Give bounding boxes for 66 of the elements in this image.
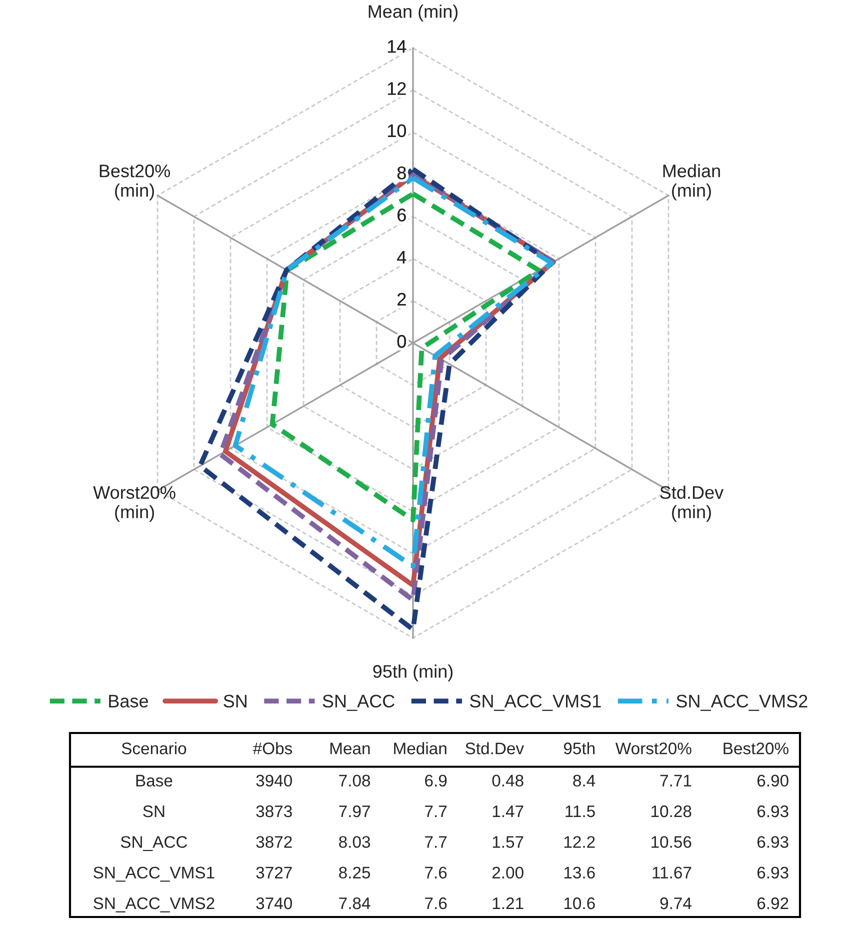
text: 3940 [256, 774, 292, 787]
text: 6.93 [757, 866, 788, 879]
category-label: SN [143, 805, 164, 818]
category-label: Mean [330, 742, 370, 754]
text: 8.25 [339, 866, 370, 879]
text: 3740 [256, 897, 292, 910]
y-tick-label: 4 [397, 250, 406, 264]
text: Scenario [122, 742, 186, 754]
spoke-label: Median (min) [663, 164, 720, 200]
y-tick-label: 12 [388, 82, 406, 95]
text: 12.2 [564, 836, 595, 848]
text: 10.56 [652, 836, 692, 848]
text: 10.28 [652, 805, 692, 818]
text: 1.21 [492, 897, 524, 910]
text: 0.48 [492, 774, 524, 787]
category-label: SN_ACC [120, 836, 188, 852]
text: 7.7 [425, 836, 447, 848]
spoke-label: Mean (min) [368, 4, 458, 22]
text: 2.00 [492, 866, 524, 879]
legend-label: Base [109, 694, 148, 708]
category-label: Median [394, 742, 446, 754]
text: 11.5 [566, 806, 595, 818]
text: 7.84 [339, 897, 370, 910]
category-label: #Obs [252, 742, 292, 754]
text: 10.6 [564, 897, 595, 910]
spoke-label: Std.Dev (min) [660, 486, 724, 522]
y-tick-label: 6 [398, 208, 406, 222]
legend-label: SN_ACC_VMS2 [676, 694, 808, 711]
text: 3873 [256, 805, 292, 818]
spoke-label: Best20% (min) [100, 164, 170, 200]
text: 3727 [256, 866, 292, 879]
text: 9.74 [660, 897, 692, 910]
spoke-label: Worst20% (min) [93, 486, 176, 522]
text: 7.71 [660, 774, 692, 786]
text: 7.6 [425, 866, 447, 879]
text: 6.92 [757, 897, 788, 910]
category-label: Base [136, 774, 172, 787]
text: 3872 [256, 836, 292, 848]
legend-label: SN_ACC_VMS1 [470, 694, 601, 711]
category-label: SN_ACC_VMS1 [94, 866, 214, 882]
category-label: Worst20% [615, 742, 692, 754]
y-tick-label: 14 [388, 40, 406, 53]
legend-label: SN [224, 694, 246, 708]
text: 7.6 [425, 897, 447, 910]
text: 1.47 [492, 806, 524, 818]
legend-label: SN_ACC [322, 694, 394, 711]
text: 8.03 [339, 836, 370, 848]
text: 1.57 [492, 836, 524, 848]
spoke-label: 95th (min) [373, 664, 453, 682]
y-tick-label: 2 [398, 292, 406, 306]
category-label: Std.Dev [466, 742, 524, 754]
text: 13.6 [564, 866, 595, 879]
y-tick-label: 0 [397, 335, 406, 348]
text: 7.7 [425, 806, 447, 818]
category-label: 95th [564, 742, 595, 754]
text: 6.9 [425, 774, 447, 787]
category-label: SN_ACC_VMS2 [94, 897, 214, 912]
text: 7.08 [339, 774, 370, 787]
text: 6.93 [757, 805, 788, 818]
y-tick-label: 10 [388, 124, 406, 138]
text: 7.97 [339, 805, 370, 818]
text: 6.90 [757, 774, 788, 787]
text: 6.93 [757, 836, 788, 848]
text: 11.67 [652, 866, 692, 879]
category-label: Best20% [724, 742, 788, 754]
text: 8.4 [573, 774, 596, 787]
